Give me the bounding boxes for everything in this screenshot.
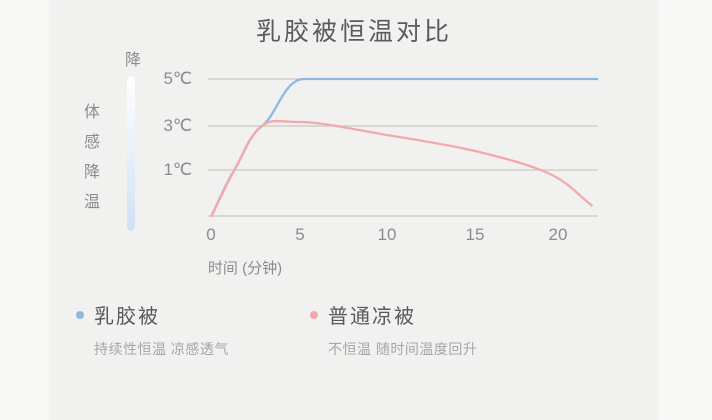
svg-text:20: 20 [549,225,568,244]
svg-text:0: 0 [206,225,215,244]
svg-text:5℃: 5℃ [163,69,192,88]
svg-text:5: 5 [295,225,304,244]
svg-text:3℃: 3℃ [163,116,192,135]
svg-text:10: 10 [378,225,397,244]
svg-text:1℃: 1℃ [163,160,192,179]
svg-text:15: 15 [466,225,485,244]
